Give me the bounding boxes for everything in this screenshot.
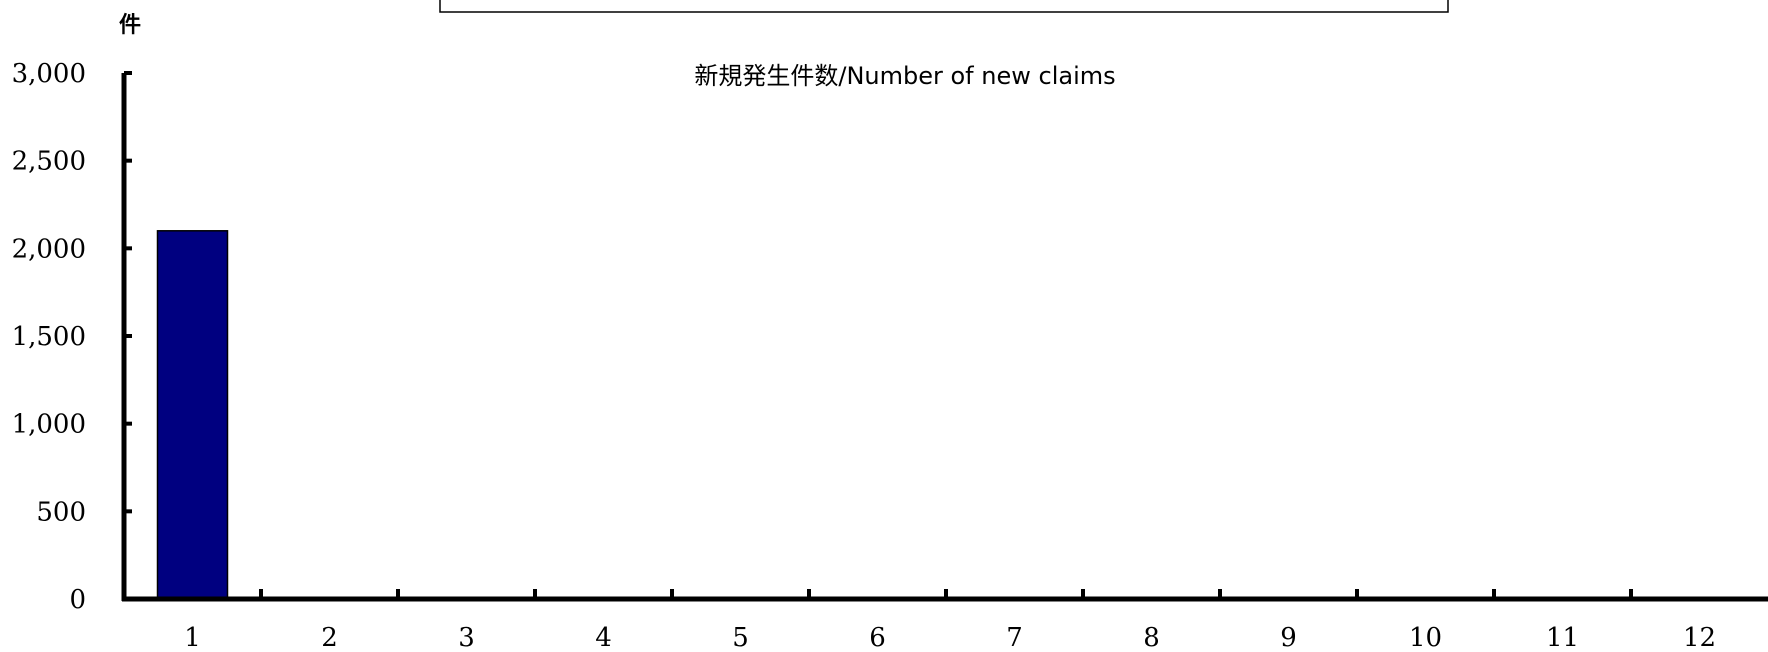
x-tick-label: 3 — [458, 623, 475, 652]
x-tick-label: 8 — [1143, 623, 1160, 652]
bar-1 — [156, 230, 229, 600]
x-ticks-group: 1 2 3 4 5 6 7 8 9 10 11 12 — [184, 589, 1716, 652]
x-tick-label: 4 — [595, 623, 612, 652]
x-tick-label: 7 — [1006, 623, 1023, 652]
chart-title: 新規発生件数/Number of new claims — [694, 62, 1115, 90]
x-tick-label: 11 — [1546, 623, 1579, 652]
x-tick-label: 6 — [869, 623, 886, 652]
y-tick-label: 500 — [36, 497, 86, 527]
x-tick-label: 5 — [732, 623, 749, 652]
y-axis-unit-label: 件 — [119, 13, 141, 38]
y-tick-label: 2,000 — [12, 234, 86, 264]
x-tick-label: 2 — [321, 623, 338, 652]
x-tick-label: 1 — [184, 623, 201, 652]
axes-group — [121, 73, 1768, 602]
y-tick-label: 0 — [69, 585, 86, 615]
y-tick-label: 3,000 — [12, 59, 86, 89]
x-tick-label: 10 — [1409, 623, 1442, 652]
y-ticks-group: 0 500 1,000 1,500 2,000 2,500 3,000 — [12, 59, 132, 615]
y-tick-label: 2,500 — [12, 147, 86, 177]
chart-header-frame — [439, 0, 1449, 13]
x-tick-label: 12 — [1683, 623, 1716, 652]
y-tick-label: 1,500 — [12, 322, 86, 352]
x-tick-label: 9 — [1280, 623, 1297, 652]
y-tick-label: 1,000 — [12, 410, 86, 440]
bars-group — [156, 230, 229, 600]
